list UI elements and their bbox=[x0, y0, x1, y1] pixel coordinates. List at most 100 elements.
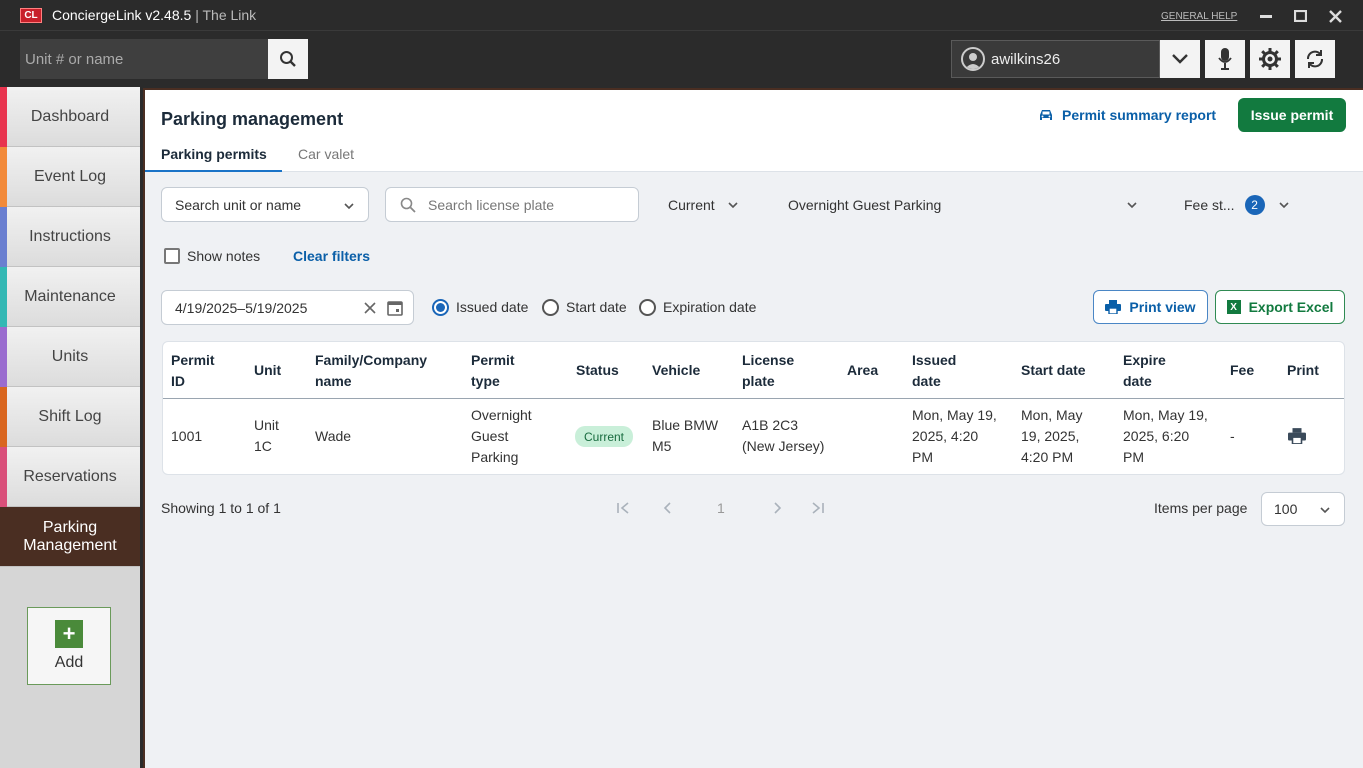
column-header-status[interactable]: Status bbox=[576, 360, 619, 381]
column-header-text: date bbox=[912, 373, 941, 389]
chevron-down-icon bbox=[728, 201, 738, 208]
column-header-expire-date[interactable]: Expire date bbox=[1123, 350, 1166, 392]
sidebar-item-label: Units bbox=[51, 347, 89, 365]
tab-parking-permits[interactable]: Parking permits bbox=[161, 146, 267, 162]
search-button[interactable] bbox=[268, 39, 308, 79]
status-select-value: Current bbox=[668, 196, 715, 213]
column-header-fee[interactable]: Fee bbox=[1230, 360, 1254, 381]
next-page-icon[interactable] bbox=[770, 501, 784, 518]
settings-button[interactable] bbox=[1250, 40, 1290, 78]
cell-vehicle: Blue BMW M5 bbox=[652, 415, 718, 457]
column-header-print[interactable]: Print bbox=[1287, 360, 1319, 381]
sidebar-item-label: Maintenance bbox=[24, 287, 116, 305]
sidebar-item-event-log[interactable]: Event Log bbox=[0, 147, 140, 207]
print-view-button[interactable]: Print view bbox=[1093, 290, 1208, 324]
column-header-permit-id[interactable]: Permit ID bbox=[171, 350, 215, 392]
column-header-family-name[interactable]: Family/Company name bbox=[315, 350, 427, 392]
sidebar-color-stripe bbox=[0, 267, 7, 327]
permit-summary-report-link[interactable]: Permit summary report bbox=[1038, 107, 1216, 123]
sidebar-item-units[interactable]: Units bbox=[0, 327, 140, 387]
column-header-start-date[interactable]: Start date bbox=[1021, 360, 1086, 381]
calendar-icon[interactable] bbox=[387, 300, 403, 316]
cell-issued-date: Mon, May 19, 2025, 4:20 PM bbox=[912, 405, 997, 468]
sidebar-item-instructions[interactable]: Instructions bbox=[0, 207, 140, 267]
column-header-permit-type[interactable]: Permit type bbox=[471, 350, 515, 392]
print-permit-button[interactable] bbox=[1288, 428, 1306, 449]
page-title: Parking management bbox=[161, 109, 344, 129]
column-header-text: Permit bbox=[471, 352, 515, 368]
user-dropdown-button[interactable] bbox=[1160, 40, 1200, 78]
column-header-text: Print bbox=[1287, 362, 1319, 378]
clear-icon[interactable] bbox=[364, 302, 376, 314]
general-help-link[interactable]: GENERAL HELP bbox=[1161, 11, 1238, 22]
column-header-unit[interactable]: Unit bbox=[254, 360, 281, 381]
column-header-license-plate[interactable]: License plate bbox=[742, 350, 794, 392]
cell-text: 4:20 PM bbox=[1021, 449, 1074, 465]
previous-page-icon[interactable] bbox=[661, 501, 675, 518]
cell-text: PM bbox=[912, 449, 933, 465]
sidebar-item-dashboard[interactable]: Dashboard bbox=[0, 87, 140, 147]
chevron-down-icon bbox=[1172, 54, 1188, 64]
cell-text: Overnight bbox=[471, 407, 532, 423]
sidebar-item-label: Instructions bbox=[29, 227, 111, 245]
issue-permit-button[interactable]: Issue permit bbox=[1238, 98, 1346, 132]
sidebar-item-reservations[interactable]: Reservations bbox=[0, 447, 140, 507]
export-excel-button[interactable]: X Export Excel bbox=[1215, 290, 1345, 324]
expiration-date-radio[interactable]: Expiration date bbox=[639, 297, 756, 317]
start-date-radio[interactable]: Start date bbox=[542, 297, 627, 317]
cell-fee: - bbox=[1230, 428, 1235, 444]
cell-text: Blue BMW bbox=[652, 417, 719, 433]
last-page-icon[interactable] bbox=[811, 501, 825, 518]
unit-name-select-value: Search unit or name bbox=[175, 196, 302, 213]
column-header-issued-date[interactable]: Issued date bbox=[912, 350, 956, 392]
minimize-icon[interactable] bbox=[1256, 6, 1276, 26]
cell-text: 2025, 6:20 bbox=[1123, 428, 1190, 444]
permit-summary-report-label: Permit summary report bbox=[1062, 107, 1217, 123]
items-per-page-label: Items per page bbox=[1154, 500, 1248, 516]
tab-car-valet[interactable]: Car valet bbox=[298, 146, 355, 162]
user-account-box[interactable]: awilkins26 bbox=[951, 40, 1160, 78]
chevron-down-icon bbox=[1320, 507, 1330, 514]
show-notes-label: Show notes bbox=[187, 248, 261, 264]
cell-text: Unit bbox=[254, 417, 279, 433]
items-per-page-select[interactable]: 100 bbox=[1261, 492, 1345, 526]
sidebar-color-stripe bbox=[0, 147, 7, 207]
add-button[interactable]: + Add bbox=[27, 607, 111, 685]
issued-date-radio[interactable]: Issued date bbox=[432, 297, 528, 317]
close-icon[interactable] bbox=[1325, 6, 1345, 26]
search-icon bbox=[280, 51, 296, 67]
date-range-input[interactable]: 4/19/2025–5/19/2025 bbox=[161, 290, 414, 325]
current-page-number[interactable]: 1 bbox=[717, 500, 725, 516]
unit-name-select[interactable]: Search unit or name bbox=[161, 187, 369, 222]
cell-expire-date: Mon, May 19, 2025, 6:20 PM bbox=[1123, 405, 1208, 468]
status-select[interactable]: Current bbox=[668, 187, 738, 222]
column-header-text: Fee bbox=[1230, 362, 1255, 378]
cell-text: Mon, May 19, bbox=[1123, 407, 1208, 423]
column-header-area[interactable]: Area bbox=[847, 360, 878, 381]
sidebar-item-shift-log[interactable]: Shift Log bbox=[0, 387, 140, 447]
sidebar-item-label: Management bbox=[23, 536, 117, 554]
unit-search-input[interactable]: Unit # or name bbox=[20, 39, 268, 79]
cell-unit[interactable]: Unit 1C bbox=[254, 415, 279, 457]
cell-text: Mon, May 19, bbox=[912, 407, 997, 423]
microphone-button[interactable] bbox=[1205, 40, 1245, 78]
show-notes-checkbox[interactable] bbox=[164, 248, 180, 264]
active-tab-indicator bbox=[145, 170, 282, 172]
column-header-vehicle[interactable]: Vehicle bbox=[652, 360, 700, 381]
first-page-icon[interactable] bbox=[616, 501, 630, 518]
permit-type-select[interactable]: Overnight Guest Parking bbox=[788, 187, 1141, 222]
refresh-button[interactable] bbox=[1295, 40, 1335, 78]
cell-permit-type: Overnight Guest Parking bbox=[471, 405, 532, 468]
app-title: ConciergeLink v2.48.5 | The Link bbox=[52, 7, 256, 23]
license-plate-search-input[interactable]: Search license plate bbox=[385, 187, 639, 222]
sidebar-item-maintenance[interactable]: Maintenance bbox=[0, 267, 140, 327]
maximize-icon[interactable] bbox=[1290, 6, 1310, 26]
column-header-text: Permit bbox=[171, 352, 215, 368]
car-icon bbox=[1040, 110, 1052, 120]
sidebar-item-parking-management[interactable]: Parking Management bbox=[0, 507, 140, 567]
clear-filters-link[interactable]: Clear filters bbox=[293, 248, 371, 264]
cell-text: PM bbox=[1123, 449, 1144, 465]
fee-status-select[interactable]: Fee st... 2 bbox=[1184, 187, 1289, 222]
fee-status-count-badge: 2 bbox=[1244, 194, 1265, 215]
license-plate-placeholder: Search license plate bbox=[428, 196, 555, 213]
